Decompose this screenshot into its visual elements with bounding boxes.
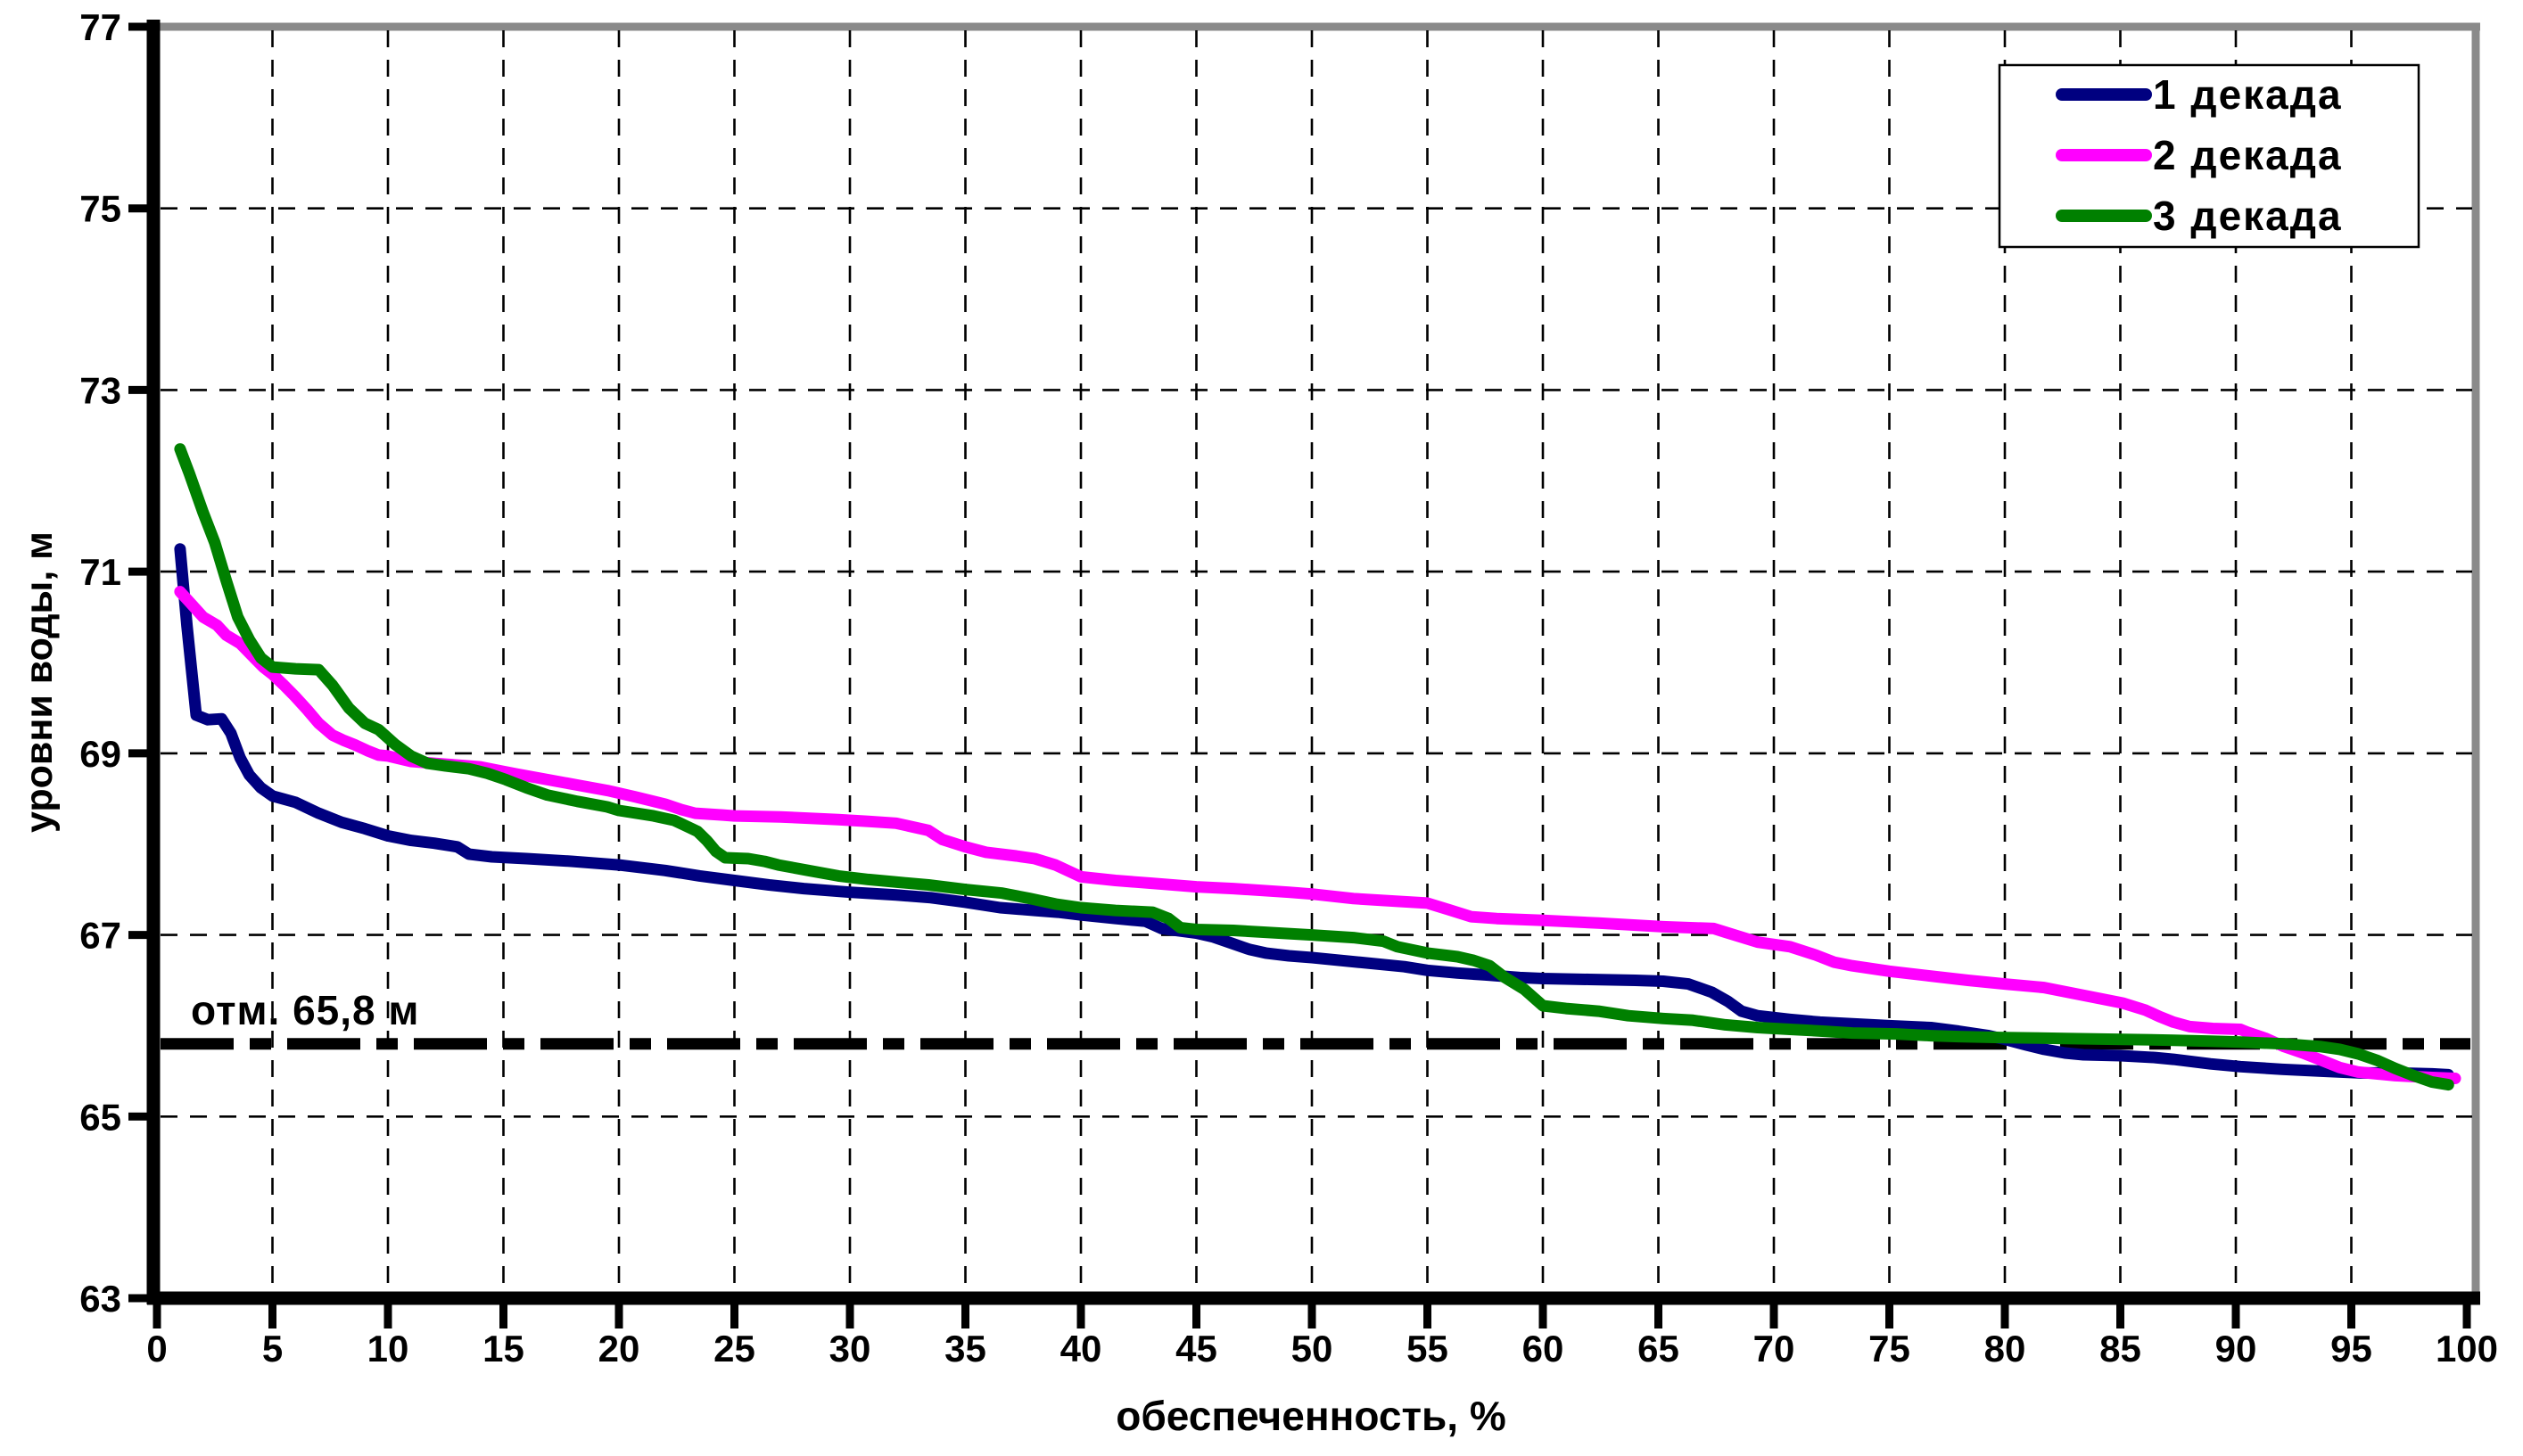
tick-label-y-69: 69 [79,733,121,775]
tick-label-x-45: 45 [1175,1328,1217,1370]
y-axis-title: уровни воды, м [18,531,61,833]
tick-label-x-70: 70 [1753,1328,1795,1370]
legend-item-2: 2 декада [2056,132,2343,178]
tick-label-x-75: 75 [1868,1328,1910,1370]
tick-label-x-85: 85 [2099,1328,2141,1370]
tick-label-y-71: 71 [79,551,121,593]
legend-label-2: 2 декада [2153,132,2343,178]
tick-label-x-25: 25 [713,1328,755,1370]
legend-item-3: 3 декада [2056,193,2343,239]
legend-label-1: 1 декада [2153,71,2343,118]
reference-line-label: отм. 65,8 м [191,987,419,1033]
tick-label-x-50: 50 [1291,1328,1333,1370]
tick-label-x-65: 65 [1637,1328,1679,1370]
plot-border-group [150,22,2480,1298]
tick-label-y-63: 63 [79,1278,121,1320]
series-line-2 [174,586,2461,1084]
tick-label-x-100: 100 [2436,1328,2498,1370]
tick-label-y-73: 73 [79,369,121,411]
tick-label-y-77: 77 [79,6,121,48]
tick-label-x-5: 5 [262,1328,283,1370]
tick-label-x-90: 90 [2215,1328,2257,1370]
tick-label-x-35: 35 [944,1328,986,1370]
legend-label-3: 3 декада [2153,193,2343,239]
series-lines [174,443,2461,1091]
tick-label-x-10: 10 [367,1328,409,1370]
tick-label-y-75: 75 [79,188,121,230]
x-axis-title: обеспеченность, % [1116,1393,1506,1439]
tick-label-x-60: 60 [1522,1328,1564,1370]
tick-label-x-20: 20 [598,1328,640,1370]
legend-item-1: 1 декада [2056,71,2343,118]
tick-label-x-15: 15 [482,1328,524,1370]
tick-label-y-65: 65 [79,1096,121,1138]
axis-tick-labels: 63 65 67 69 71 73 75 77 0 5 10 15 20 25 30 35 40 45 50 55 60… [79,6,2498,1370]
series-line-3 [174,443,2454,1091]
series-line-1 [174,543,2454,1081]
axis-ticks [128,22,2471,1328]
tick-label-x-95: 95 [2330,1328,2372,1370]
tick-label-x-30: 30 [829,1328,871,1370]
tick-label-x-80: 80 [1984,1328,2026,1370]
tick-label-y-67: 67 [79,915,121,957]
tick-label-x-40: 40 [1060,1328,1102,1370]
legend: 1 декада 2 декада 3 декада [1998,63,2420,249]
tick-label-x-0: 0 [146,1328,167,1370]
tick-label-x-55: 55 [1406,1328,1448,1370]
